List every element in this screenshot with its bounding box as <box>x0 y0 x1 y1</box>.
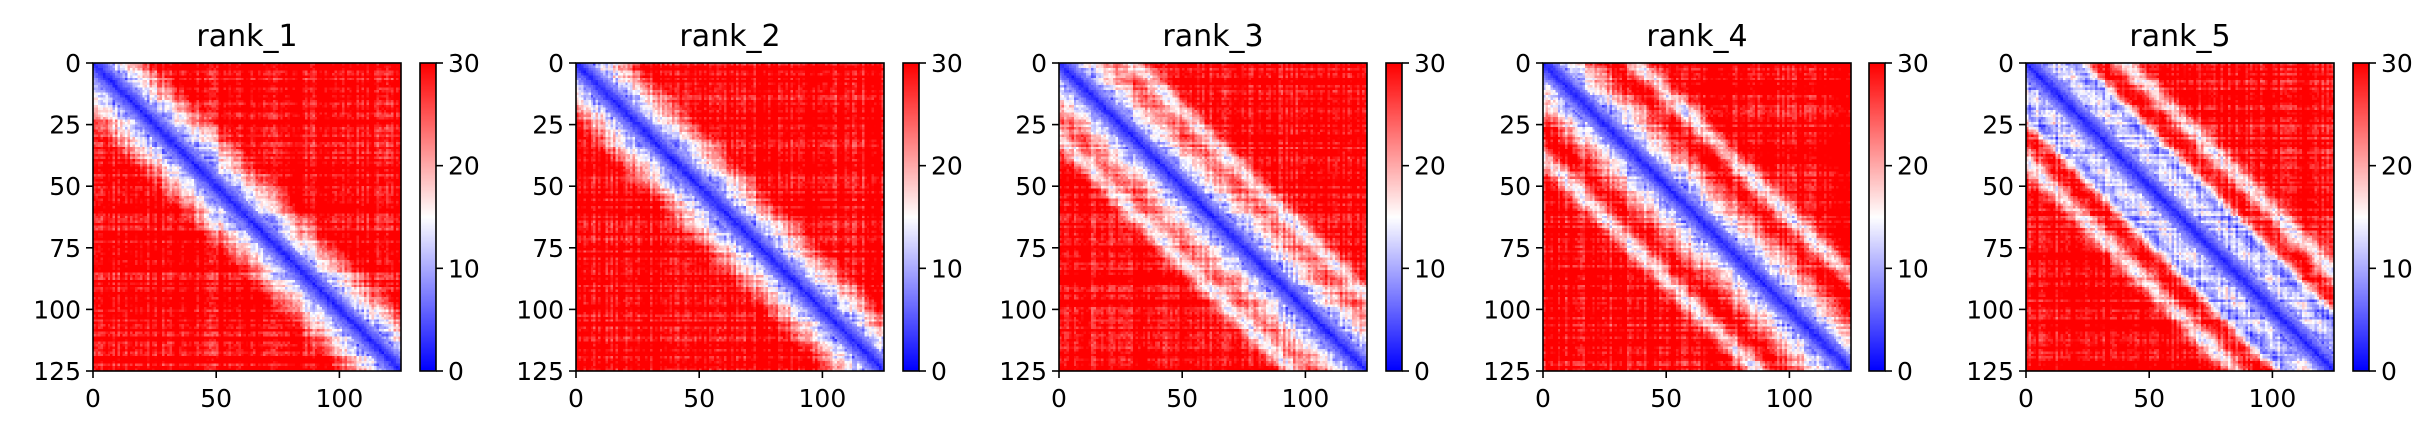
panel-title: rank_5 <box>2129 19 2230 54</box>
y-tick-label: 50 <box>49 172 81 201</box>
colorbar-tick-label: 20 <box>2381 152 2413 181</box>
x-tick-label: 50 <box>683 384 715 413</box>
colorbar-tick-label: 10 <box>931 254 963 283</box>
colorbar-tick-label: 30 <box>448 49 480 78</box>
y-tick-label: 75 <box>49 234 81 263</box>
y-tick-label: 25 <box>1499 111 1531 140</box>
y-tick-label: 125 <box>1483 357 1531 386</box>
panel-title: rank_2 <box>679 19 780 54</box>
x-tick-label: 0 <box>2018 384 2034 413</box>
colorbar-gradient <box>420 63 436 371</box>
colorbar-gradient <box>1869 63 1885 371</box>
y-tick-label: 100 <box>1483 295 1531 324</box>
y-tick-label: 50 <box>1982 172 2014 201</box>
heatmap-cells <box>576 63 884 371</box>
colorbar-tick-label: 30 <box>2381 49 2413 78</box>
y-tick-label: 100 <box>1966 295 2014 324</box>
colorbar-tick-label: 0 <box>2381 357 2397 386</box>
y-tick-label: 25 <box>532 111 564 140</box>
panel-title: rank_3 <box>1162 19 1263 54</box>
colorbar-frame <box>1868 62 1886 372</box>
y-tick-label: 100 <box>999 295 1047 324</box>
y-tick-label: 25 <box>1015 111 1047 140</box>
y-tick-label: 75 <box>532 234 564 263</box>
x-tick-label: 100 <box>1766 384 1814 413</box>
x-tick-label: 50 <box>200 384 232 413</box>
plot-frame <box>1542 62 1852 372</box>
colorbar-tick-label: 0 <box>448 357 464 386</box>
y-tick-label: 125 <box>999 357 1047 386</box>
y-tick-label: 100 <box>516 295 564 324</box>
y-tick-label: 0 <box>1031 49 1047 78</box>
colorbar-frame <box>2352 62 2370 372</box>
y-tick-label: 100 <box>33 295 81 324</box>
y-tick-label: 0 <box>1515 49 1531 78</box>
colorbar-tick-label: 30 <box>1897 49 1929 78</box>
y-tick-label: 125 <box>1966 357 2014 386</box>
y-tick-label: 25 <box>49 111 81 140</box>
x-tick-label: 50 <box>1650 384 1682 413</box>
plot-frame <box>1058 62 1368 372</box>
plot-frame <box>92 62 402 372</box>
colorbar-tick-label: 30 <box>1414 49 1446 78</box>
plot-frame <box>575 62 885 372</box>
colorbar-tick-label: 0 <box>1897 357 1913 386</box>
colorbar-frame <box>419 62 437 372</box>
x-tick-label: 100 <box>1282 384 1330 413</box>
colorbar-gradient <box>903 63 919 371</box>
panel-title: rank_1 <box>196 19 297 54</box>
panel-title: rank_4 <box>1646 19 1747 54</box>
heatmap-cells <box>2026 63 2334 371</box>
heatmap-cells <box>1059 63 1367 371</box>
colorbar-tick-label: 10 <box>1897 254 1929 283</box>
colorbar-tick-label: 10 <box>1414 254 1446 283</box>
x-tick-label: 100 <box>2249 384 2297 413</box>
colorbar-tick-label: 20 <box>448 152 480 181</box>
colorbar-tick-label: 10 <box>2381 254 2413 283</box>
y-tick-label: 75 <box>1015 234 1047 263</box>
y-tick-label: 75 <box>1499 234 1531 263</box>
y-tick-label: 0 <box>548 49 564 78</box>
x-tick-label: 100 <box>316 384 364 413</box>
colorbar-frame <box>902 62 920 372</box>
y-tick-label: 125 <box>516 357 564 386</box>
colorbar-tick-label: 20 <box>1414 152 1446 181</box>
colorbar-tick-label: 20 <box>1897 152 1929 181</box>
colorbar-gradient <box>1386 63 1402 371</box>
heatmap-cells <box>1543 63 1851 371</box>
colorbar-tick-label: 20 <box>931 152 963 181</box>
x-tick-label: 100 <box>799 384 847 413</box>
colorbar-tick-label: 10 <box>448 254 480 283</box>
y-tick-label: 50 <box>1015 172 1047 201</box>
y-tick-label: 50 <box>532 172 564 201</box>
colorbar-tick-label: 30 <box>931 49 963 78</box>
colorbar-gradient <box>2353 63 2369 371</box>
x-tick-label: 50 <box>1166 384 1198 413</box>
x-tick-label: 0 <box>1535 384 1551 413</box>
heatmap-cells <box>93 63 401 371</box>
colorbar-frame <box>1385 62 1403 372</box>
y-tick-label: 0 <box>1998 49 2014 78</box>
y-tick-label: 25 <box>1982 111 2014 140</box>
colorbar-tick-label: 0 <box>931 357 947 386</box>
colorbar-tick-label: 0 <box>1414 357 1430 386</box>
x-tick-label: 0 <box>85 384 101 413</box>
y-tick-label: 125 <box>33 357 81 386</box>
x-tick-label: 0 <box>1051 384 1067 413</box>
y-tick-label: 50 <box>1499 172 1531 201</box>
y-tick-label: 75 <box>1982 234 2014 263</box>
x-tick-label: 0 <box>568 384 584 413</box>
x-tick-label: 50 <box>2133 384 2165 413</box>
y-tick-label: 0 <box>65 49 81 78</box>
plot-frame <box>2025 62 2335 372</box>
